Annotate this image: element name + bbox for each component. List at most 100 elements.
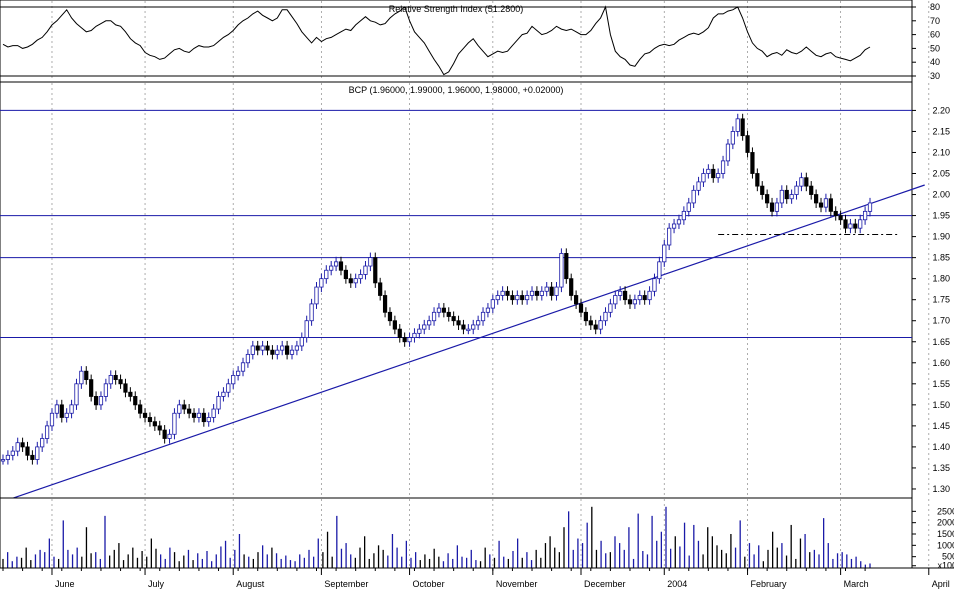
- candle-body: [152, 421, 157, 427]
- candle-body: [44, 425, 50, 439]
- month-label: June: [55, 579, 75, 589]
- candle-body: [5, 454, 11, 460]
- candle-body: [299, 337, 304, 347]
- candle-body: [343, 269, 348, 280]
- candle-body: [441, 307, 446, 313]
- candle-body: [706, 168, 711, 174]
- candle-body: [128, 391, 133, 397]
- candle-body: [15, 442, 20, 452]
- candle-body: [716, 173, 721, 179]
- candle-body: [309, 303, 314, 322]
- month-label: March: [844, 579, 869, 589]
- candle-body: [157, 425, 162, 431]
- candle-body: [133, 396, 138, 406]
- rsi-tick-label: 50: [930, 43, 940, 53]
- rsi-tick-label: 40: [930, 57, 940, 67]
- candle-body: [108, 375, 113, 385]
- candle-body: [0, 459, 6, 462]
- candle-body: [333, 261, 339, 267]
- candle-body: [740, 118, 745, 137]
- candle-body: [182, 404, 187, 410]
- candle-body: [456, 320, 461, 326]
- candle-body: [618, 290, 623, 296]
- candle-body: [867, 202, 873, 212]
- candle-body: [289, 349, 295, 355]
- candle-body: [534, 290, 540, 296]
- rsi-tick-label: 70: [930, 16, 940, 26]
- volume-frame: [0, 497, 913, 569]
- candle-body: [221, 391, 226, 397]
- candle-body: [735, 118, 740, 132]
- candle-body: [578, 303, 584, 313]
- candle-body: [245, 353, 251, 364]
- month-label: July: [148, 579, 165, 589]
- candle-body: [838, 215, 843, 221]
- candle-body: [794, 185, 799, 195]
- candle-body: [696, 181, 701, 191]
- candle-body: [559, 253, 564, 288]
- rsi-panel: 80 70 60 50 40 30: [0, 0, 940, 83]
- candle-body: [338, 261, 344, 271]
- candle-body: [422, 324, 427, 330]
- candle-body: [93, 396, 99, 406]
- candle-body: [294, 345, 300, 351]
- month-label: 2004: [667, 579, 687, 589]
- candle-body: [725, 143, 731, 162]
- candle-body: [446, 311, 451, 317]
- candle-body: [353, 278, 358, 284]
- candle-body: [98, 396, 104, 406]
- candle-body: [667, 227, 672, 246]
- volume-tick-label: 5000: [942, 552, 954, 562]
- candle-body: [627, 299, 633, 305]
- candle-body: [809, 185, 814, 195]
- candle-body: [681, 210, 686, 221]
- candle-body: [368, 257, 373, 267]
- candle-body: [191, 412, 197, 418]
- candle-body: [138, 404, 143, 414]
- candle-body: [583, 311, 589, 322]
- candle-body: [113, 375, 118, 381]
- rsi-tick-label: 80: [930, 2, 940, 12]
- price-tick-label: 1.35: [932, 463, 950, 473]
- candle-body: [564, 253, 569, 280]
- rsi-tick-label: 60: [930, 30, 940, 40]
- price-tick-label: 1.55: [932, 379, 950, 389]
- candle-body: [510, 295, 515, 301]
- candle-body: [848, 223, 853, 229]
- candle-body: [598, 320, 603, 330]
- candle-body: [10, 450, 15, 456]
- month-label: November: [496, 579, 538, 589]
- candle-body: [451, 316, 456, 322]
- candle-body: [30, 454, 35, 460]
- candle-body: [691, 189, 696, 204]
- candle-body: [662, 244, 667, 263]
- price-tick-label: 1.75: [932, 295, 950, 305]
- candle-body: [201, 412, 206, 423]
- candle-body: [236, 370, 241, 376]
- candle-body: [373, 257, 378, 284]
- candle-body: [260, 345, 265, 351]
- candle-body: [814, 194, 819, 204]
- candle-body: [118, 379, 123, 385]
- candle-body: [402, 337, 407, 343]
- candle-body: [765, 194, 770, 204]
- candle-body: [520, 295, 525, 301]
- candle-body: [799, 177, 804, 187]
- candle-body: [324, 269, 329, 280]
- candle-body: [862, 210, 868, 221]
- candle-body: [348, 278, 353, 284]
- volume-tick-label: 25000: [937, 506, 954, 516]
- candle-body: [755, 173, 760, 187]
- candle-body: [554, 286, 559, 296]
- candle-body: [569, 278, 574, 296]
- candle-body: [588, 320, 593, 326]
- candle-body: [280, 345, 285, 351]
- candle-body: [20, 442, 25, 448]
- candle-body: [632, 299, 637, 305]
- candle-body: [25, 446, 30, 456]
- candle-body: [701, 173, 706, 183]
- candle-body: [211, 408, 216, 418]
- candle-body: [823, 198, 829, 208]
- candle-body: [676, 219, 682, 225]
- candle-body: [84, 370, 89, 381]
